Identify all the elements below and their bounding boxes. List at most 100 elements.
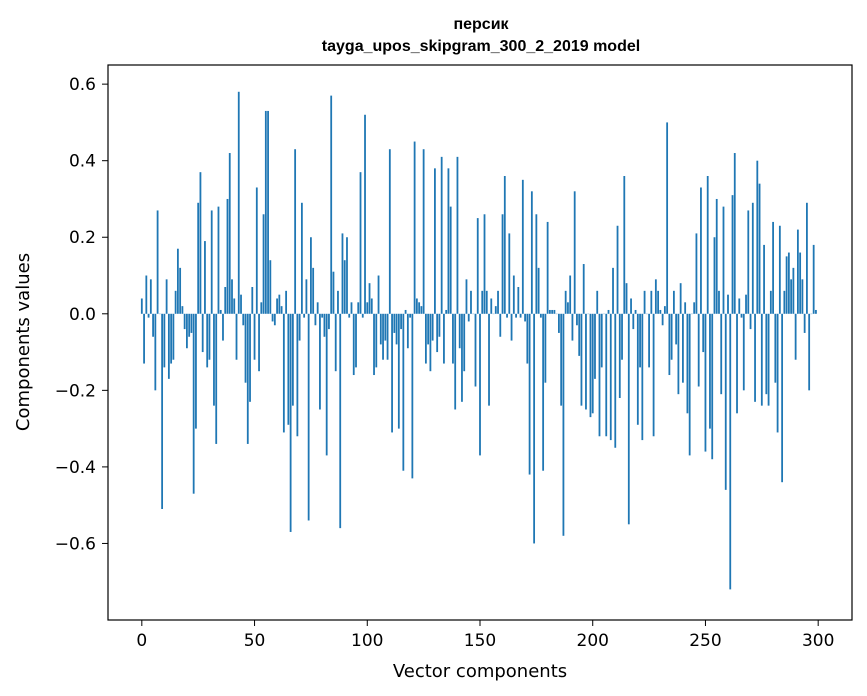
bar: [294, 149, 297, 314]
bar: [724, 313, 727, 490]
bar: [591, 313, 594, 414]
bar: [754, 313, 756, 402]
bar: [481, 290, 484, 314]
bar: [787, 252, 790, 314]
bar: [718, 290, 720, 314]
bar: [815, 309, 817, 314]
bar: [596, 290, 599, 314]
bar: [720, 313, 723, 395]
y-tick-label: 0.0: [69, 305, 96, 325]
bar: [605, 313, 608, 437]
bar: [337, 290, 339, 314]
bar: [749, 313, 752, 330]
bar: [661, 313, 664, 326]
bar: [551, 309, 554, 314]
bar: [792, 267, 795, 314]
bar: [663, 306, 666, 314]
bar: [305, 279, 308, 314]
bar: [424, 313, 427, 364]
bar: [420, 306, 423, 314]
bar: [781, 313, 784, 483]
bar: [300, 202, 303, 314]
bar: [558, 313, 560, 333]
bar: [515, 313, 517, 318]
bar: [289, 313, 292, 532]
bar: [528, 313, 531, 475]
bar: [434, 168, 436, 314]
bar: [693, 302, 696, 314]
bar: [314, 313, 317, 326]
bar: [727, 294, 729, 314]
bar: [310, 237, 312, 314]
bar: [152, 313, 154, 337]
bar: [339, 313, 342, 529]
x-tick-label: 0: [136, 631, 147, 651]
bar: [415, 298, 418, 314]
bar: [521, 179, 524, 314]
bar: [346, 237, 348, 314]
bar: [569, 275, 572, 314]
chart-subtitle: tayga_upos_skipgram_300_2_2019 model: [322, 38, 640, 55]
bar: [321, 313, 324, 318]
bar: [756, 160, 759, 314]
bar: [506, 313, 508, 318]
bar: [765, 313, 768, 395]
bar: [246, 313, 249, 444]
bar: [803, 313, 806, 333]
bar: [582, 264, 585, 314]
bar: [510, 313, 513, 341]
bar: [553, 309, 556, 314]
bar: [235, 313, 238, 360]
bar: [357, 302, 360, 314]
bar: [409, 313, 412, 318]
bar: [659, 309, 662, 314]
bar: [636, 313, 639, 425]
y-tick-label: 0.6: [69, 75, 96, 95]
bar: [192, 313, 195, 494]
bar: [154, 313, 157, 391]
bar: [740, 313, 743, 318]
bar: [287, 313, 290, 425]
bar: [440, 156, 443, 314]
bar: [812, 244, 815, 314]
y-tick-label: −0.6: [55, 534, 96, 554]
bar: [379, 313, 382, 345]
bars-layer: [140, 91, 817, 590]
bar: [197, 202, 200, 314]
bar: [706, 176, 709, 314]
x-axis-label: Vector components: [393, 661, 567, 682]
bar: [625, 283, 628, 314]
bar: [397, 313, 400, 429]
bar: [535, 214, 538, 314]
x-tick-label: 100: [351, 631, 383, 651]
bar: [456, 156, 459, 314]
bar: [454, 313, 457, 410]
bar: [794, 313, 797, 360]
bar: [393, 313, 396, 333]
bar: [548, 309, 551, 314]
y-tick-label: 0.2: [69, 228, 96, 248]
bar: [253, 313, 256, 360]
bar: [465, 279, 468, 314]
bar: [733, 153, 736, 314]
bar: [161, 313, 164, 509]
bar: [172, 313, 175, 360]
bar: [332, 271, 335, 314]
bar: [429, 313, 432, 372]
bar: [652, 313, 655, 437]
y-tick-label: −0.4: [55, 458, 96, 478]
bar: [801, 279, 804, 314]
bar: [618, 313, 621, 398]
bar: [576, 313, 578, 326]
bar: [675, 313, 678, 345]
x-tick-label: 300: [802, 631, 834, 651]
bar: [539, 313, 542, 318]
bar: [634, 309, 637, 314]
bar: [668, 313, 671, 376]
bar: [260, 302, 263, 314]
bar: [476, 218, 479, 314]
chart-title: персик: [453, 16, 509, 33]
bar: [598, 313, 601, 437]
bar: [684, 302, 687, 314]
bar: [767, 313, 770, 406]
